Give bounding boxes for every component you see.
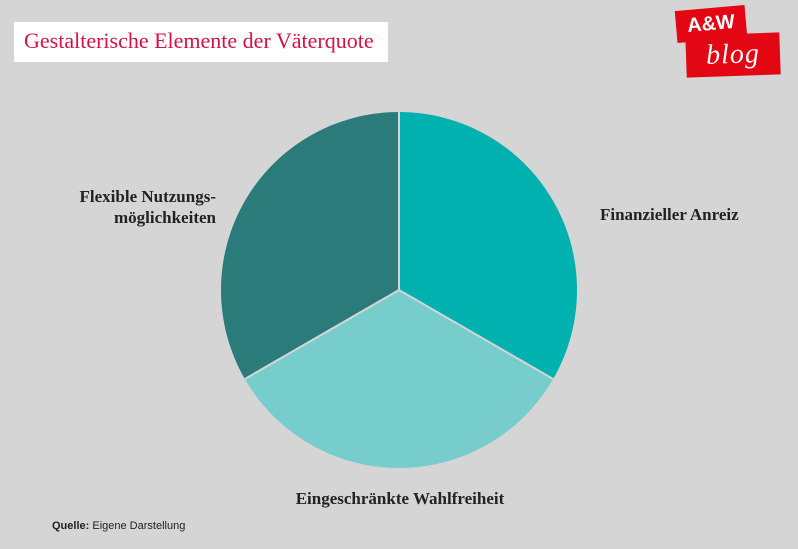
- source-line: Quelle: Eigene Darstellung: [52, 520, 185, 532]
- pie-label-restricted-choice: Eingeschränkte Wahlfreiheit: [280, 488, 520, 509]
- brand-logo-bottom: blog: [685, 32, 780, 77]
- chart-title: Gestalterische Elemente der Väterquote: [14, 22, 388, 62]
- pie-label-flexible-usage: Flexible Nutzungs-möglichkeiten: [36, 186, 216, 229]
- source-text: Eigene Darstellung: [92, 520, 185, 532]
- chart-title-text: Gestalterische Elemente der Väterquote: [24, 28, 374, 53]
- brand-logo: A&W blog: [672, 8, 780, 78]
- chart-canvas: Gestalterische Elemente der Väterquote A…: [0, 0, 798, 549]
- pie-label-financial-incentive: Finanzieller Anreiz: [600, 204, 780, 225]
- pie-chart: [221, 112, 577, 468]
- source-label: Quelle:: [52, 520, 89, 532]
